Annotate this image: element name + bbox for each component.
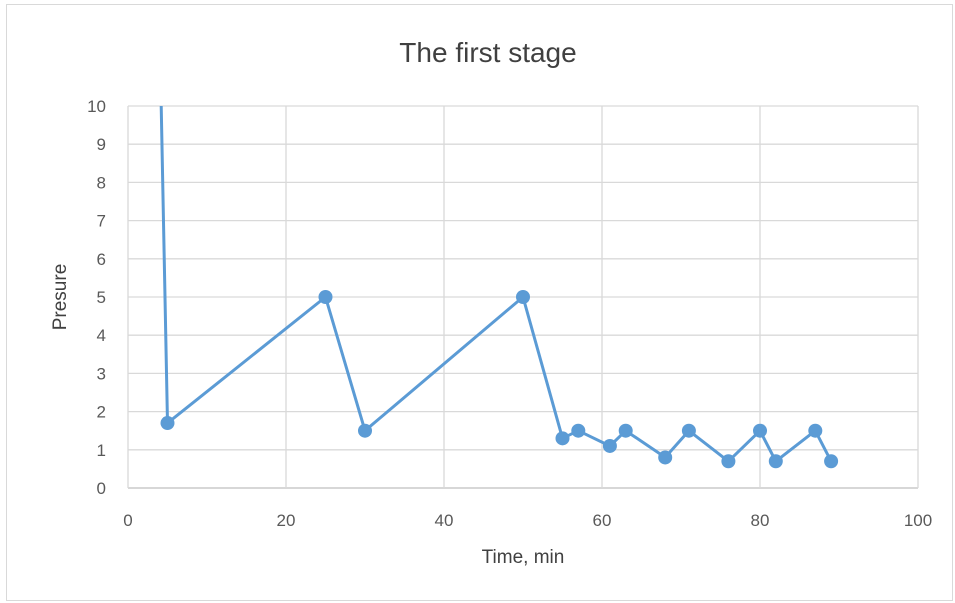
x-tick-labels: 0 20 40 60 80 100 bbox=[123, 511, 932, 530]
data-point bbox=[318, 290, 333, 304]
x-tick-label: 20 bbox=[277, 511, 296, 530]
y-axis-title: Presure bbox=[50, 264, 71, 331]
y-tick-label: 0 bbox=[97, 479, 106, 498]
y-tick-labels: 0 1 2 3 4 5 6 7 8 9 10 bbox=[87, 97, 106, 498]
data-point bbox=[618, 423, 633, 438]
data-point bbox=[824, 454, 839, 469]
x-tick-label: 40 bbox=[435, 511, 454, 530]
y-tick-label: 4 bbox=[97, 326, 106, 345]
y-tick-label: 3 bbox=[97, 364, 106, 383]
data-point bbox=[602, 438, 617, 453]
data-point bbox=[768, 454, 783, 469]
y-tick-label: 5 bbox=[97, 288, 106, 307]
data-point bbox=[516, 290, 530, 304]
chart-title: The first stage bbox=[399, 37, 576, 68]
series-line bbox=[159, 105, 839, 469]
data-point bbox=[658, 450, 673, 465]
y-tick-label: 7 bbox=[97, 212, 106, 231]
y-tick-label: 6 bbox=[97, 250, 106, 269]
data-point bbox=[808, 423, 823, 438]
data-point bbox=[721, 454, 736, 469]
data-point bbox=[160, 416, 175, 431]
y-tick-label: 2 bbox=[97, 403, 106, 422]
x-tick-label: 60 bbox=[593, 511, 612, 530]
y-tick-label: 1 bbox=[97, 441, 106, 460]
data-point bbox=[753, 423, 767, 438]
grid bbox=[127, 105, 919, 489]
x-tick-label: 100 bbox=[904, 511, 932, 530]
y-tick-label: 10 bbox=[87, 97, 106, 116]
data-point bbox=[571, 423, 586, 438]
x-tick-label: 0 bbox=[123, 511, 132, 530]
x-axis-title: Time, min bbox=[482, 547, 565, 568]
data-point bbox=[358, 423, 372, 438]
x-tick-label: 80 bbox=[751, 511, 770, 530]
data-point bbox=[555, 431, 570, 446]
series-path bbox=[159, 105, 833, 463]
y-tick-label: 9 bbox=[97, 135, 106, 154]
data-point bbox=[681, 423, 696, 438]
y-tick-label: 8 bbox=[97, 173, 106, 192]
